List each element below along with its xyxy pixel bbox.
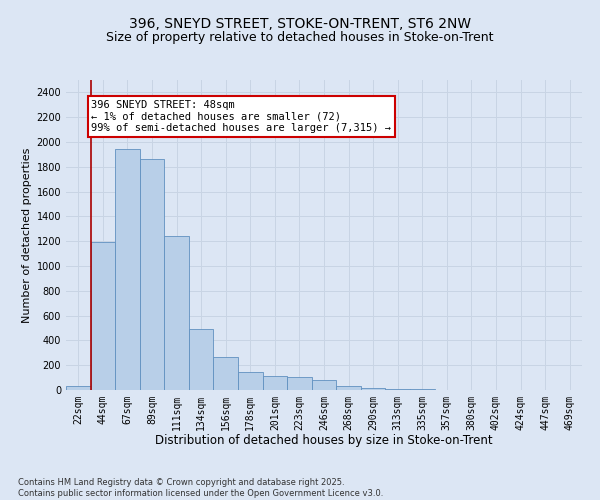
Bar xyxy=(91,242,115,390)
Bar xyxy=(66,386,91,390)
Bar xyxy=(214,356,238,390)
Text: 396 SNEYD STREET: 48sqm
← 1% of detached houses are smaller (72)
99% of semi-det: 396 SNEYD STREET: 48sqm ← 1% of detached… xyxy=(91,100,391,133)
Text: Contains HM Land Registry data © Crown copyright and database right 2025.
Contai: Contains HM Land Registry data © Crown c… xyxy=(18,478,383,498)
Bar xyxy=(312,380,336,390)
Bar xyxy=(263,376,287,390)
Bar xyxy=(140,160,164,390)
Bar xyxy=(385,389,410,390)
Bar xyxy=(189,329,214,390)
Bar xyxy=(238,372,263,390)
Bar xyxy=(115,150,140,390)
X-axis label: Distribution of detached houses by size in Stoke-on-Trent: Distribution of detached houses by size … xyxy=(155,434,493,448)
Bar xyxy=(287,377,312,390)
Y-axis label: Number of detached properties: Number of detached properties xyxy=(22,148,32,322)
Bar xyxy=(164,236,189,390)
Bar xyxy=(336,386,361,390)
Bar xyxy=(361,388,385,390)
Text: 396, SNEYD STREET, STOKE-ON-TRENT, ST6 2NW: 396, SNEYD STREET, STOKE-ON-TRENT, ST6 2… xyxy=(129,18,471,32)
Text: Size of property relative to detached houses in Stoke-on-Trent: Size of property relative to detached ho… xyxy=(106,31,494,44)
